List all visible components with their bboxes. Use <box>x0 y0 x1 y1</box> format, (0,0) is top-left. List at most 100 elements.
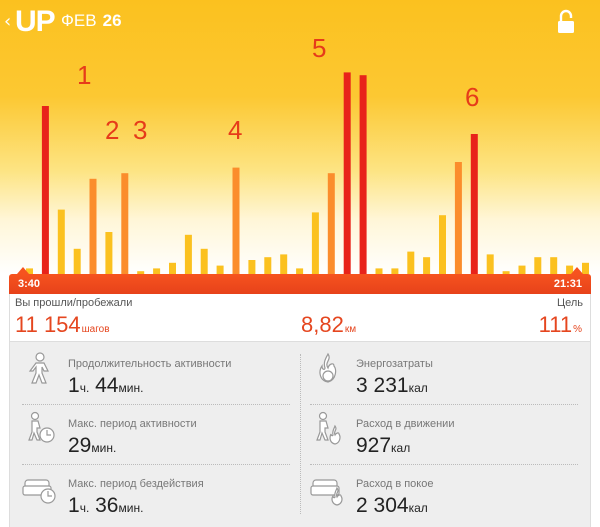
activity-bar[interactable] <box>296 268 304 274</box>
stat-u2: мин. <box>118 501 144 515</box>
stat-value: 3 231кал <box>356 374 428 398</box>
activity-bar[interactable] <box>550 257 558 274</box>
activity-bar[interactable] <box>121 173 129 274</box>
date-label[interactable]: ФЕВ 26 <box>61 11 122 31</box>
stat-u1: кал <box>408 381 428 395</box>
timeline-end-marker[interactable] <box>571 267 583 274</box>
stat-label: Расход в движении <box>356 418 455 430</box>
goal-unit: % <box>573 324 582 335</box>
activity-bar[interactable] <box>582 262 589 274</box>
stat-v1: 927 <box>356 434 392 457</box>
stat-value: 1ч. 36мин. <box>68 494 143 518</box>
stat-label: Энергозатраты <box>356 358 433 370</box>
goal-label: Цель <box>556 297 583 309</box>
timeline-start-marker[interactable] <box>17 267 29 274</box>
stat-value: 927кал <box>356 434 410 458</box>
activity-bar[interactable] <box>518 265 526 274</box>
timeline-bar[interactable]: 3:40 21:31 <box>9 267 591 294</box>
moving-burn-icon <box>316 411 341 445</box>
activity-bar[interactable] <box>391 268 399 274</box>
activity-bar[interactable] <box>169 262 176 274</box>
activity-bar[interactable] <box>311 212 319 274</box>
month-label: ФЕВ <box>61 11 97 30</box>
activity-bar[interactable] <box>454 162 462 274</box>
steps-unit: шагов <box>81 324 110 335</box>
activity-bar[interactable] <box>327 173 335 274</box>
activity-bar[interactable] <box>375 268 383 274</box>
steps-number: 11 154 <box>15 312 81 337</box>
activity-chart[interactable]: 1 2 3 4 5 6 ‹ UP ФЕВ 26 <box>0 0 600 275</box>
activity-bar[interactable] <box>566 265 574 274</box>
stat-u1: кал <box>391 441 411 455</box>
stat-v1: 3 231 <box>356 374 409 397</box>
activity-bar[interactable] <box>502 271 510 274</box>
stat-u1: мин. <box>91 441 117 455</box>
stat-label: Продолжительность активности <box>68 358 232 370</box>
activity-bar[interactable] <box>486 254 494 274</box>
app-logo[interactable]: UP <box>15 5 56 38</box>
stats-divider-row2-right <box>310 464 578 465</box>
stat-v1: 1 <box>68 494 80 517</box>
activity-bar[interactable] <box>407 251 415 274</box>
activity-bar[interactable] <box>137 271 145 274</box>
activity-bar[interactable] <box>216 265 224 274</box>
activity-bar[interactable] <box>439 215 446 274</box>
time-end: 21:31 <box>553 278 582 290</box>
activity-bar[interactable] <box>423 257 431 274</box>
armchair-timer-icon <box>22 479 56 504</box>
lock-icon[interactable] <box>556 9 576 35</box>
steps-value: 11 154шагов <box>15 312 110 338</box>
activity-bar[interactable] <box>200 248 208 274</box>
stat-u1: ч. <box>79 501 90 515</box>
stat-v2: 36 <box>89 494 119 517</box>
stat-active-duration[interactable]: Продолжительность активности 1ч. 44мин. <box>22 346 302 404</box>
goal-value: 111% <box>539 312 582 338</box>
distance-number: 8,82 <box>301 312 344 337</box>
stats-divider-row2-left <box>22 464 290 465</box>
activity-bar[interactable] <box>343 72 351 275</box>
stat-label: Макс. период бездействия <box>68 478 204 490</box>
stat-u2: мин. <box>118 381 144 395</box>
distance-unit: км <box>344 324 357 335</box>
stats-divider-row1-right <box>310 404 578 405</box>
summary-row: Вы прошли/пробежали Цель 11 154шагов 8,8… <box>9 294 591 341</box>
distance-value: 8,82км <box>301 312 356 338</box>
goal-number: 111 <box>538 312 573 337</box>
stat-v1: 29 <box>68 434 92 457</box>
stats-divider-row1-left <box>22 404 290 405</box>
steps-label: Вы прошли/пробежали <box>15 297 133 309</box>
activity-bar[interactable] <box>248 260 256 274</box>
stat-u1: ч. <box>79 381 90 395</box>
running-person-icon <box>28 352 49 384</box>
armchair-flame-icon <box>310 479 343 506</box>
activity-bar[interactable] <box>73 248 81 274</box>
activity-bar[interactable] <box>232 167 240 274</box>
stat-value: 29мин. <box>68 434 116 458</box>
activity-bar[interactable] <box>57 209 65 274</box>
time-start: 3:40 <box>18 278 41 290</box>
chevron-left-icon[interactable]: ‹ <box>4 11 12 32</box>
activity-bar[interactable] <box>184 234 192 274</box>
stat-label: Макс. период активности <box>68 418 197 430</box>
annotation-5: 5 <box>312 33 327 63</box>
activity-bar[interactable] <box>280 254 288 274</box>
activity-bar[interactable] <box>153 268 161 274</box>
stat-energy[interactable]: Энергозатраты 3 231кал <box>310 346 590 404</box>
activity-bar[interactable] <box>534 257 542 274</box>
activity-bar[interactable] <box>89 178 97 274</box>
stat-rest-burn[interactable]: Расход в покое 2 304кал <box>310 466 590 524</box>
stat-v1: 2 304 <box>356 494 409 517</box>
top-bar: ‹ UP ФЕВ 26 <box>0 0 600 44</box>
stat-v2: 44 <box>89 374 119 397</box>
activity-bar[interactable] <box>359 75 367 274</box>
stat-max-active[interactable]: Макс. период активности 29мин. <box>22 406 302 464</box>
stat-u1: кал <box>408 501 428 515</box>
stat-moving-burn[interactable]: Расход в движении 927кал <box>310 406 590 464</box>
activity-bar[interactable] <box>41 106 49 274</box>
activity-bar[interactable] <box>26 268 33 274</box>
activity-bar[interactable] <box>264 257 272 274</box>
stat-max-inactive[interactable]: Макс. период бездействия 1ч. 36мин. <box>22 466 302 524</box>
stat-value: 2 304кал <box>356 494 428 518</box>
activity-bar[interactable] <box>105 232 113 274</box>
activity-bar[interactable] <box>470 134 478 274</box>
